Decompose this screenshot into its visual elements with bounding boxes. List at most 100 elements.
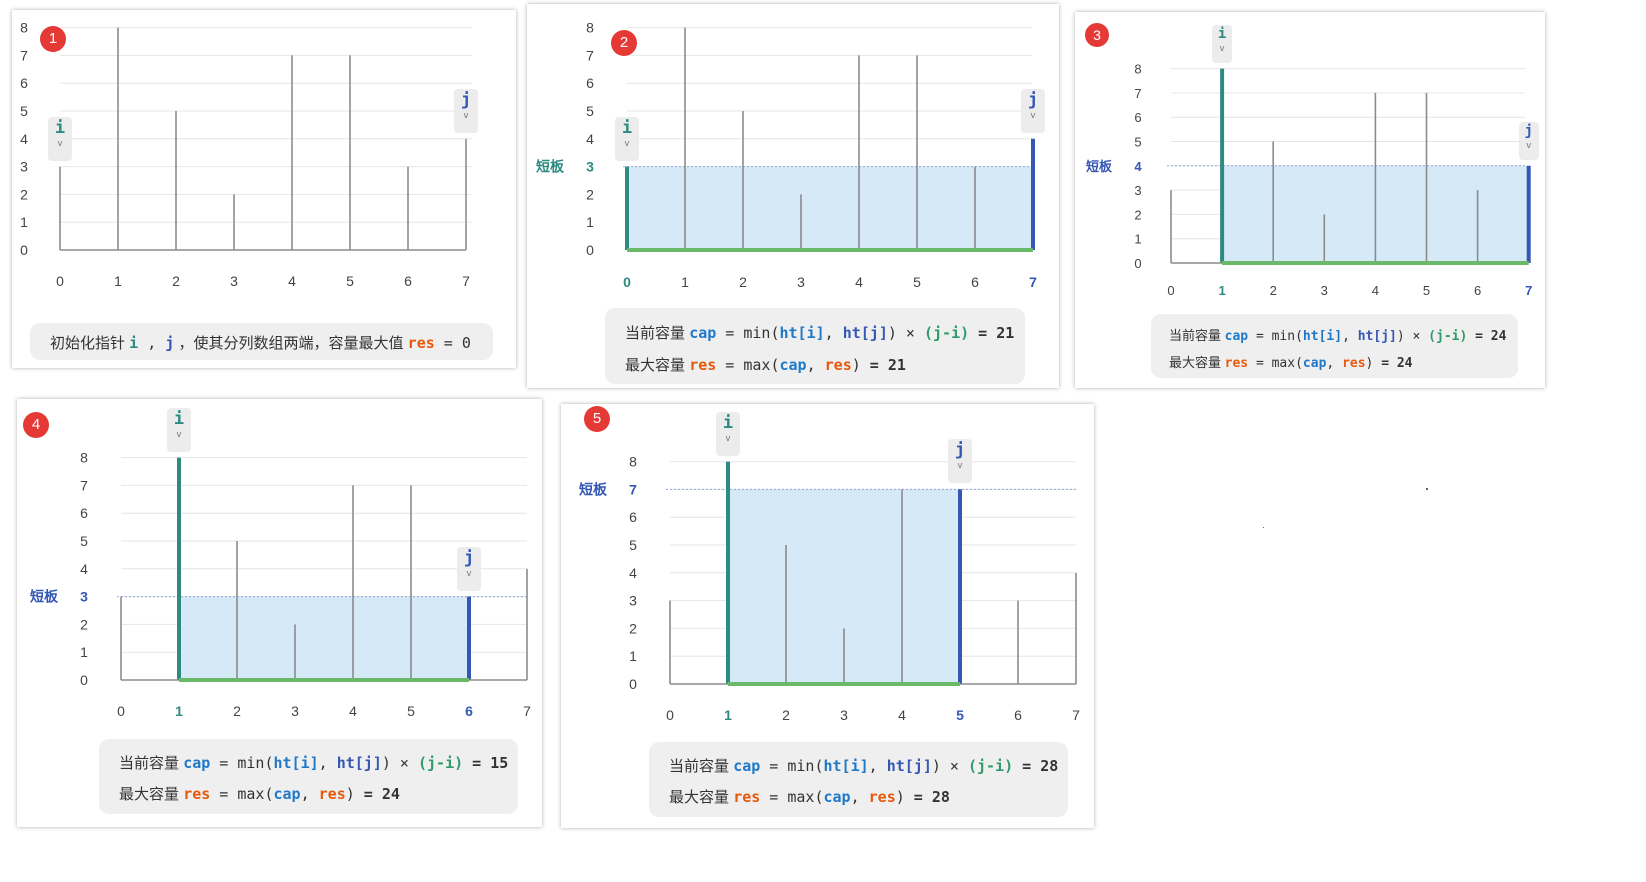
y-tick-label: 8 [80,450,88,466]
formula-close: ) [895,788,905,806]
formula-eq: = [760,788,788,806]
formula-close: ) [931,757,941,775]
y-tick-label: 4 [80,561,88,577]
x-tick-label: 4 [349,703,357,719]
formula-fn: max( [743,356,780,374]
chevron-down-icon: v [1219,43,1225,54]
x-tick-label: 7 [1525,283,1532,298]
x-tick-label: 6 [404,273,412,289]
formula-eq: = [716,356,744,374]
formula-fn: min( [1271,329,1303,344]
caption-comma: , [138,334,166,352]
caption-i: i [129,334,139,352]
formula-comma: , [1342,329,1358,344]
chevron-down-icon: v [176,429,182,440]
pointer-label: i [621,117,633,138]
pointer-label: j [460,89,472,110]
formula-box: 当前容量 cap = min(ht[i], ht[j]) × (j-i) = 2… [605,308,1025,384]
chevron-down-icon: v [725,433,731,444]
y-tick-label: 0 [586,242,594,258]
formula-var: cap [183,754,211,772]
y-tick-label: 7 [586,47,594,63]
y-tick-label: 4 [629,565,637,581]
formula-label: 最大容量 [119,786,180,803]
formula-arg-b: res [318,785,346,803]
formula-close: ) [887,324,897,342]
y-tick-label: 5 [586,103,594,119]
formula-box: 当前容量 cap = min(ht[i], ht[j]) × (j-i) = 2… [1151,314,1518,378]
x-tick-label: 5 [956,707,964,723]
formula-comma: , [868,757,887,775]
x-tick-label: 6 [1474,283,1481,298]
x-tick-label: 5 [346,273,354,289]
bar-chart: 0 1 2 3 4 5 6 7 8 短板 0 1 2 3 4 5 6 7 [1086,62,1532,298]
formula-fn: max( [787,788,824,806]
x-tick-label: 3 [291,703,299,719]
y-tick-label: 6 [80,505,88,521]
formula-result: = 21 [860,356,906,374]
y-tick-label: 8 [1134,62,1141,77]
formula-arg-b: res [824,356,852,374]
chevron-down-icon: v [463,110,469,121]
step-panel-2: 0 1 2 3 4 5 6 7 8 短板 0 1 2 3 4 5 6 7 2 当前容量 cap = min(ht[… [527,4,1059,388]
y-tick-label: 2 [629,620,637,636]
short-board-label: 短板 [1086,159,1113,175]
step-panel-1: 0 1 2 3 4 5 6 7 8 0 1 2 3 4 5 6 7 1 初始化指针 i , j ，使其分列数组两… [12,10,516,368]
y-tick-label: 1 [629,648,637,664]
y-tick-label: 5 [20,103,28,119]
formula-eq: = [760,757,788,775]
formula-line-2: 最大容量 res = max(cap, res) = 24 [119,783,400,804]
y-tick-label: 6 [629,509,637,525]
formula-arg-b: res [868,788,896,806]
y-tick-label: 6 [20,75,28,91]
x-tick-label: 4 [898,707,906,723]
formula-eq: = [210,785,238,803]
formula-line-2: 最大容量 res = max(cap, res) = 28 [669,786,950,807]
y-tick-label: 8 [629,454,637,470]
formula-result: = 24 [354,785,400,803]
chevron-down-icon: v [1525,140,1532,151]
formula-arg-b: ht[j] [886,757,932,775]
stray-dot [1263,527,1264,528]
formula-arg-a: ht[i] [823,757,869,775]
x-tick-label: 0 [623,274,631,290]
y-tick-label: 1 [20,214,28,230]
x-tick-label: 5 [1423,283,1430,298]
caption-res: res [407,334,435,352]
y-tick-label: 1 [80,644,88,660]
pointer-label: j [954,440,966,461]
step-badge: 5 [584,406,610,432]
formula-var: cap [1224,329,1249,344]
formula-comma: , [318,754,337,772]
short-board-label: 短板 [30,589,59,606]
step-badge: 1 [40,26,66,52]
x-tick-label: 1 [1218,283,1225,298]
y-tick-label: 7 [629,481,637,497]
y-tick-label: 3 [1134,183,1141,198]
x-tick-label: 4 [855,274,863,290]
pointer-label: i [54,117,66,138]
chevron-down-icon: v [1030,110,1036,121]
formula-arg-a: ht[i] [1302,329,1343,344]
step-badge: 3 [1085,23,1109,47]
x-tick-label: 1 [114,273,122,289]
caption-text: 初始化指针 [50,335,130,352]
formula-label: 最大容量 [625,357,686,374]
formula-close: ) [345,785,355,803]
chevron-down-icon: v [57,138,63,149]
bar-chart: 0 1 2 3 4 5 6 7 8 短板 0 1 2 3 4 5 6 7 [30,450,531,719]
formula-arg-b: ht[j] [842,324,888,342]
water-area [627,166,1033,250]
formula-var: cap [733,757,761,775]
x-tick-label: 7 [1072,707,1080,723]
formula-var: res [183,785,211,803]
formula-times: × [390,754,418,772]
y-tick-label: 1 [1134,232,1141,247]
formula-arg-a: cap [273,785,301,803]
x-tick-label: 2 [739,274,747,290]
stray-dot [1426,488,1428,490]
